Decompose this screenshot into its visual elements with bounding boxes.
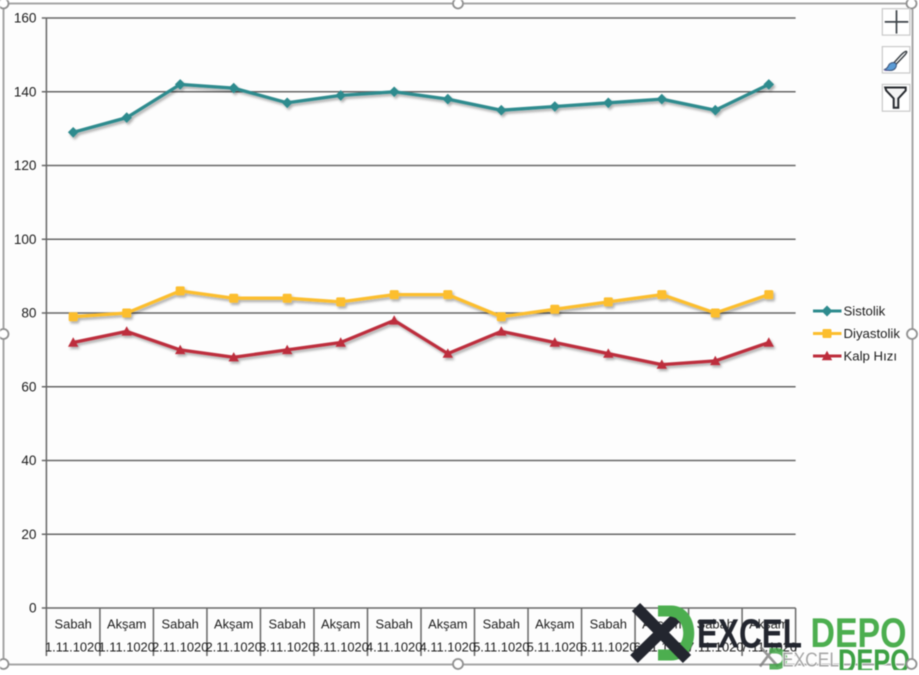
svg-text:4.11.1020: 4.11.1020: [366, 640, 422, 655]
svg-text:80: 80: [21, 306, 37, 321]
svg-text:Sabah: Sabah: [697, 617, 734, 632]
svg-text:3.11.1020: 3.11.1020: [259, 640, 315, 655]
svg-text:100: 100: [14, 232, 37, 247]
svg-text:Sabah: Sabah: [590, 617, 627, 632]
svg-text:Akşam: Akşam: [107, 617, 146, 632]
svg-text:Sabah: Sabah: [162, 617, 199, 632]
svg-text:7.11.1020: 7.11.1020: [687, 640, 743, 655]
svg-text:0: 0: [29, 601, 37, 616]
svg-text:1.11.1020: 1.11.1020: [45, 640, 101, 655]
svg-text:1.11.1020: 1.11.1020: [99, 640, 155, 655]
svg-text:5.11.1020: 5.11.1020: [473, 640, 529, 655]
svg-text:Akşam: Akşam: [428, 617, 467, 632]
svg-text:Sabah: Sabah: [376, 617, 413, 632]
svg-text:120: 120: [14, 158, 37, 173]
svg-text:160: 160: [14, 11, 37, 26]
svg-text:Kalp Hızı: Kalp Hızı: [844, 349, 898, 364]
svg-text:DEPO: DEPO: [838, 643, 910, 671]
svg-text:40: 40: [21, 453, 37, 468]
svg-text:2.11.1020: 2.11.1020: [152, 640, 208, 655]
svg-text:6.11.1020: 6.11.1020: [580, 640, 636, 655]
svg-text:Sabah: Sabah: [483, 617, 520, 632]
svg-text:EXCEL: EXCEL: [697, 611, 802, 657]
svg-text:Akşam: Akşam: [749, 617, 788, 632]
svg-text:Sabah: Sabah: [269, 617, 306, 632]
svg-text:EXCEL: EXCEL: [782, 650, 839, 671]
svg-text:3.11.1020: 3.11.1020: [313, 640, 369, 655]
svg-text:2.11.1020: 2.11.1020: [206, 640, 262, 655]
svg-text:4.11.1020: 4.11.1020: [420, 640, 476, 655]
svg-text:60: 60: [21, 379, 37, 394]
svg-text:Akşam: Akşam: [321, 617, 360, 632]
svg-text:140: 140: [14, 84, 37, 99]
svg-text:Diyastolik: Diyastolik: [844, 326, 901, 341]
svg-text:Akşam: Akşam: [535, 617, 574, 632]
svg-text:Sabah: Sabah: [55, 617, 92, 632]
svg-text:20: 20: [21, 527, 37, 542]
svg-text:5.11.1020: 5.11.1020: [527, 640, 583, 655]
svg-text:Sistolik: Sistolik: [844, 304, 886, 319]
svg-text:DEPO: DEPO: [811, 609, 907, 656]
svg-text:Akşam: Akşam: [214, 617, 253, 632]
